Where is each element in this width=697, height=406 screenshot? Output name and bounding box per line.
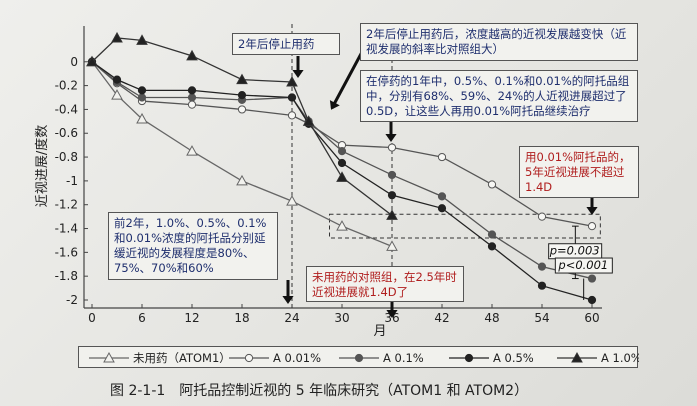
series-3-point — [487, 242, 497, 251]
arrow-red-right-head — [586, 207, 598, 215]
chart-legend: 未用药（ATOM1） A 0.01% A 0.1% A 0.5% A 1.0%（ATOM… — [78, 346, 639, 368]
y-tick-label: -0.6 — [55, 126, 78, 140]
y-tick-label: 0 — [70, 55, 78, 69]
series-4-point — [136, 34, 148, 45]
series-3-point — [137, 86, 147, 95]
series-0-point — [236, 174, 248, 186]
x-tick-label: 30 — [334, 311, 349, 325]
series-0-point — [286, 195, 298, 206]
x-tick-label: 48 — [484, 311, 499, 325]
series-4-point — [286, 75, 298, 87]
series-0-point — [186, 145, 198, 156]
x-tick-label: 42 — [434, 311, 449, 325]
x-tick-label: 54 — [534, 311, 549, 325]
legend-marker-3 — [464, 353, 474, 363]
y-tick-label: -1.4 — [55, 222, 78, 236]
callout-red-right: 用0.01%阿托品的，5年近视进展不超过1.4D — [519, 146, 639, 198]
series-0-point — [111, 89, 123, 100]
series-1-point — [287, 111, 297, 120]
series-1-point — [537, 212, 547, 221]
y-tick-label: -1 — [66, 174, 78, 188]
y-tick-label: -0.2 — [55, 79, 78, 93]
series-3-point — [187, 86, 197, 95]
series-3-point — [237, 91, 247, 100]
series-4-point — [186, 49, 198, 61]
series-1-point — [587, 222, 597, 231]
p2-label: p<0.001 — [557, 258, 608, 272]
legend-marker-4 — [571, 351, 583, 363]
p1-label: p=0.003 — [549, 244, 600, 258]
y-tick-label: -1.6 — [55, 245, 78, 259]
series-3-point — [337, 158, 347, 168]
series-4-point — [302, 115, 315, 126]
y-tick-label: -0.4 — [55, 102, 78, 116]
series-1-point — [187, 100, 197, 109]
x-tick-label: 24 — [284, 311, 299, 325]
legend-marker-2 — [354, 353, 364, 363]
series-1-point — [487, 180, 497, 189]
legend-marker-1 — [244, 353, 254, 363]
series-3-point — [387, 191, 397, 200]
series-3-point — [437, 204, 447, 213]
arrow-stop-head — [292, 70, 304, 78]
series-3-point — [287, 93, 297, 102]
series-3-point — [537, 281, 547, 290]
series-4-point — [111, 31, 123, 43]
series-2-point — [437, 192, 447, 201]
y-tick-label: -0.8 — [55, 150, 78, 164]
series-2-point — [387, 170, 397, 180]
callout-red-bottom: 未用药的对照组，在2.5年时近视进展就1.4D了 — [306, 266, 464, 302]
series-4-point — [236, 73, 248, 85]
series-2-point — [337, 147, 347, 156]
series-0-point — [136, 112, 148, 124]
x-tick-label: 18 — [234, 311, 249, 325]
series-line-4 — [91, 37, 393, 216]
legend-label-0: 未用药（ATOM1） — [133, 351, 231, 365]
series-0-point — [386, 240, 398, 251]
series-1-point — [437, 152, 447, 162]
x-tick-label: 60 — [584, 311, 599, 325]
arrow-top-right — [330, 51, 364, 109]
series-0-point — [336, 220, 348, 231]
callout-mid-right: 在停药的1年中，0.5%、0.1%和0.01%的阿托品组中，分别有68%、59%… — [360, 70, 638, 122]
x-axis-label: 月 — [373, 324, 386, 339]
callout-left-box: 前2年，1.0%、0.5%、0.1%和0.01%浓度的阿托品分别延缓近视的发展程… — [108, 212, 278, 280]
arrow-red-bottom-head — [386, 310, 398, 318]
y-axis-label: 近视进展/度数 — [34, 125, 50, 207]
series-4-point — [86, 55, 98, 67]
p2-box — [554, 257, 613, 274]
legend-svg: 未用药（ATOM1） A 0.01% A 0.1% A 0.5% A 1.0%（ATOM… — [89, 351, 639, 365]
legend-label-1: A 0.01% — [273, 351, 321, 365]
arrow-top-right-head — [329, 100, 340, 110]
x-tick-label: 0 — [88, 311, 96, 325]
legend-label-4: A 1.0%（ATOM1） — [601, 351, 639, 365]
series-3-point — [112, 75, 122, 84]
y-tick-label: -1.8 — [55, 269, 78, 283]
callout-top-right: 2年后停止用药后，浓度越高的近视发展越变快（近视发展的斜率比对照组大） — [360, 23, 638, 61]
series-2-point — [537, 262, 547, 271]
series-2-point — [137, 93, 147, 102]
figure-caption: 图 2-1-1 阿托品控制近视的 5 年临床研究（ATOM1 和 ATOM2） — [110, 383, 529, 399]
series-2-point — [487, 230, 497, 239]
y-tick-label: -2 — [66, 293, 78, 307]
x-tick-label: 12 — [184, 311, 199, 325]
y-tick-label: -1.2 — [55, 198, 78, 212]
callout-stop-label: 2年后停止用药 — [232, 33, 340, 55]
legend-label-3: A 0.5% — [493, 351, 534, 365]
series-1-point — [387, 143, 397, 152]
arrow-left-box-head — [282, 296, 294, 304]
series-4-point — [386, 209, 398, 220]
legend-label-2: A 0.1% — [383, 351, 424, 365]
arrow-mid-right-head — [385, 134, 397, 142]
series-3-point — [587, 295, 597, 305]
series-1-point — [237, 105, 247, 114]
series-2-point — [587, 274, 597, 283]
series-4-point — [336, 171, 348, 182]
legend-marker-0 — [103, 351, 115, 363]
series-2-point — [187, 93, 197, 102]
x-tick-label: 6 — [138, 311, 146, 325]
